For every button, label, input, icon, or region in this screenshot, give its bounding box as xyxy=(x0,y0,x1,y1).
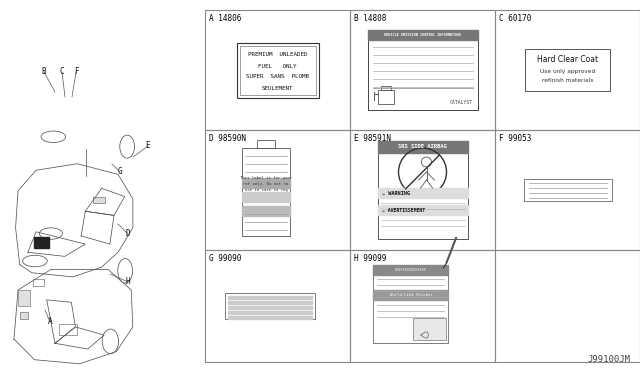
Text: E: E xyxy=(146,141,150,151)
Bar xyxy=(227,316,312,318)
Text: F 99053: F 99053 xyxy=(499,134,531,143)
Text: Hard Clear Coat: Hard Clear Coat xyxy=(537,55,598,64)
Text: use in case to reg: use in case to reg xyxy=(244,188,287,192)
Text: A: A xyxy=(48,317,52,327)
Bar xyxy=(367,30,477,40)
Bar xyxy=(257,140,275,148)
Text: FUEL   ONLY: FUEL ONLY xyxy=(259,64,297,68)
Bar xyxy=(350,130,495,250)
Text: ⚠ AVERTISSEMENT: ⚠ AVERTISSEMENT xyxy=(381,208,424,212)
Bar xyxy=(524,179,611,201)
Bar xyxy=(227,296,312,298)
Text: World Link Sticker: World Link Sticker xyxy=(390,293,432,297)
Bar xyxy=(59,324,77,335)
Bar xyxy=(93,196,105,203)
Text: ⚠ WARNING: ⚠ WARNING xyxy=(381,190,410,196)
Bar xyxy=(237,42,319,97)
Text: A 14806: A 14806 xyxy=(209,14,241,23)
Bar xyxy=(495,130,640,250)
Bar xyxy=(242,178,290,188)
Bar xyxy=(227,311,312,314)
Bar xyxy=(350,250,495,362)
Text: VEHICLE EMISSION CONTROL INFORMATION: VEHICLE EMISSION CONTROL INFORMATION xyxy=(384,33,461,37)
Bar xyxy=(378,188,467,198)
Bar xyxy=(18,290,30,307)
Text: PREMIUM  UNLEADED: PREMIUM UNLEADED xyxy=(248,52,307,58)
Text: ref only. Do not to: ref only. Do not to xyxy=(243,182,289,186)
Text: D: D xyxy=(125,230,131,238)
Bar xyxy=(242,148,290,236)
Bar xyxy=(381,86,390,90)
Bar xyxy=(239,45,316,94)
Text: SUPER  SANS  PLOMB: SUPER SANS PLOMB xyxy=(246,74,309,80)
Bar xyxy=(20,312,28,319)
Text: H: H xyxy=(125,278,131,286)
Bar xyxy=(378,205,467,215)
Text: F: F xyxy=(74,67,78,77)
Bar xyxy=(373,265,449,343)
Text: G: G xyxy=(118,167,122,176)
Text: C 60170: C 60170 xyxy=(499,14,531,23)
Bar xyxy=(378,141,467,239)
Bar xyxy=(373,290,449,300)
Bar xyxy=(35,237,49,248)
Text: C: C xyxy=(60,67,64,77)
Text: SEULEMENT: SEULEMENT xyxy=(262,86,293,90)
Bar xyxy=(225,293,314,319)
Bar xyxy=(525,49,610,91)
Bar xyxy=(33,279,44,286)
Text: B: B xyxy=(42,67,46,77)
Text: This label is for your: This label is for your xyxy=(240,176,292,180)
Bar xyxy=(205,10,350,130)
Bar xyxy=(413,318,447,340)
Text: B l4808: B l4808 xyxy=(354,14,387,23)
Bar xyxy=(205,130,350,250)
Bar xyxy=(350,10,495,130)
Bar xyxy=(227,301,312,304)
Bar xyxy=(242,192,290,202)
Bar xyxy=(495,250,640,362)
Bar xyxy=(378,141,467,153)
Bar xyxy=(205,250,350,362)
Text: XXXXXXXXXXXXXXX: XXXXXXXXXXXXXXX xyxy=(395,268,427,272)
Text: J99100JM: J99100JM xyxy=(587,355,630,364)
Bar xyxy=(242,206,290,216)
Text: H 99099: H 99099 xyxy=(354,254,387,263)
Bar xyxy=(227,306,312,308)
Text: E 98591N: E 98591N xyxy=(354,134,391,143)
Bar xyxy=(373,265,449,275)
Text: Use only approved: Use only approved xyxy=(540,68,595,74)
Text: G 99090: G 99090 xyxy=(209,254,241,263)
Text: refinish materials: refinish materials xyxy=(542,78,593,83)
Bar xyxy=(495,10,640,130)
Bar xyxy=(367,30,477,110)
Bar xyxy=(378,90,394,104)
Text: CATALYST: CATALYST xyxy=(449,100,472,105)
Text: D 98590N: D 98590N xyxy=(209,134,246,143)
Text: SRS SIDE AIRBAG: SRS SIDE AIRBAG xyxy=(398,144,447,150)
